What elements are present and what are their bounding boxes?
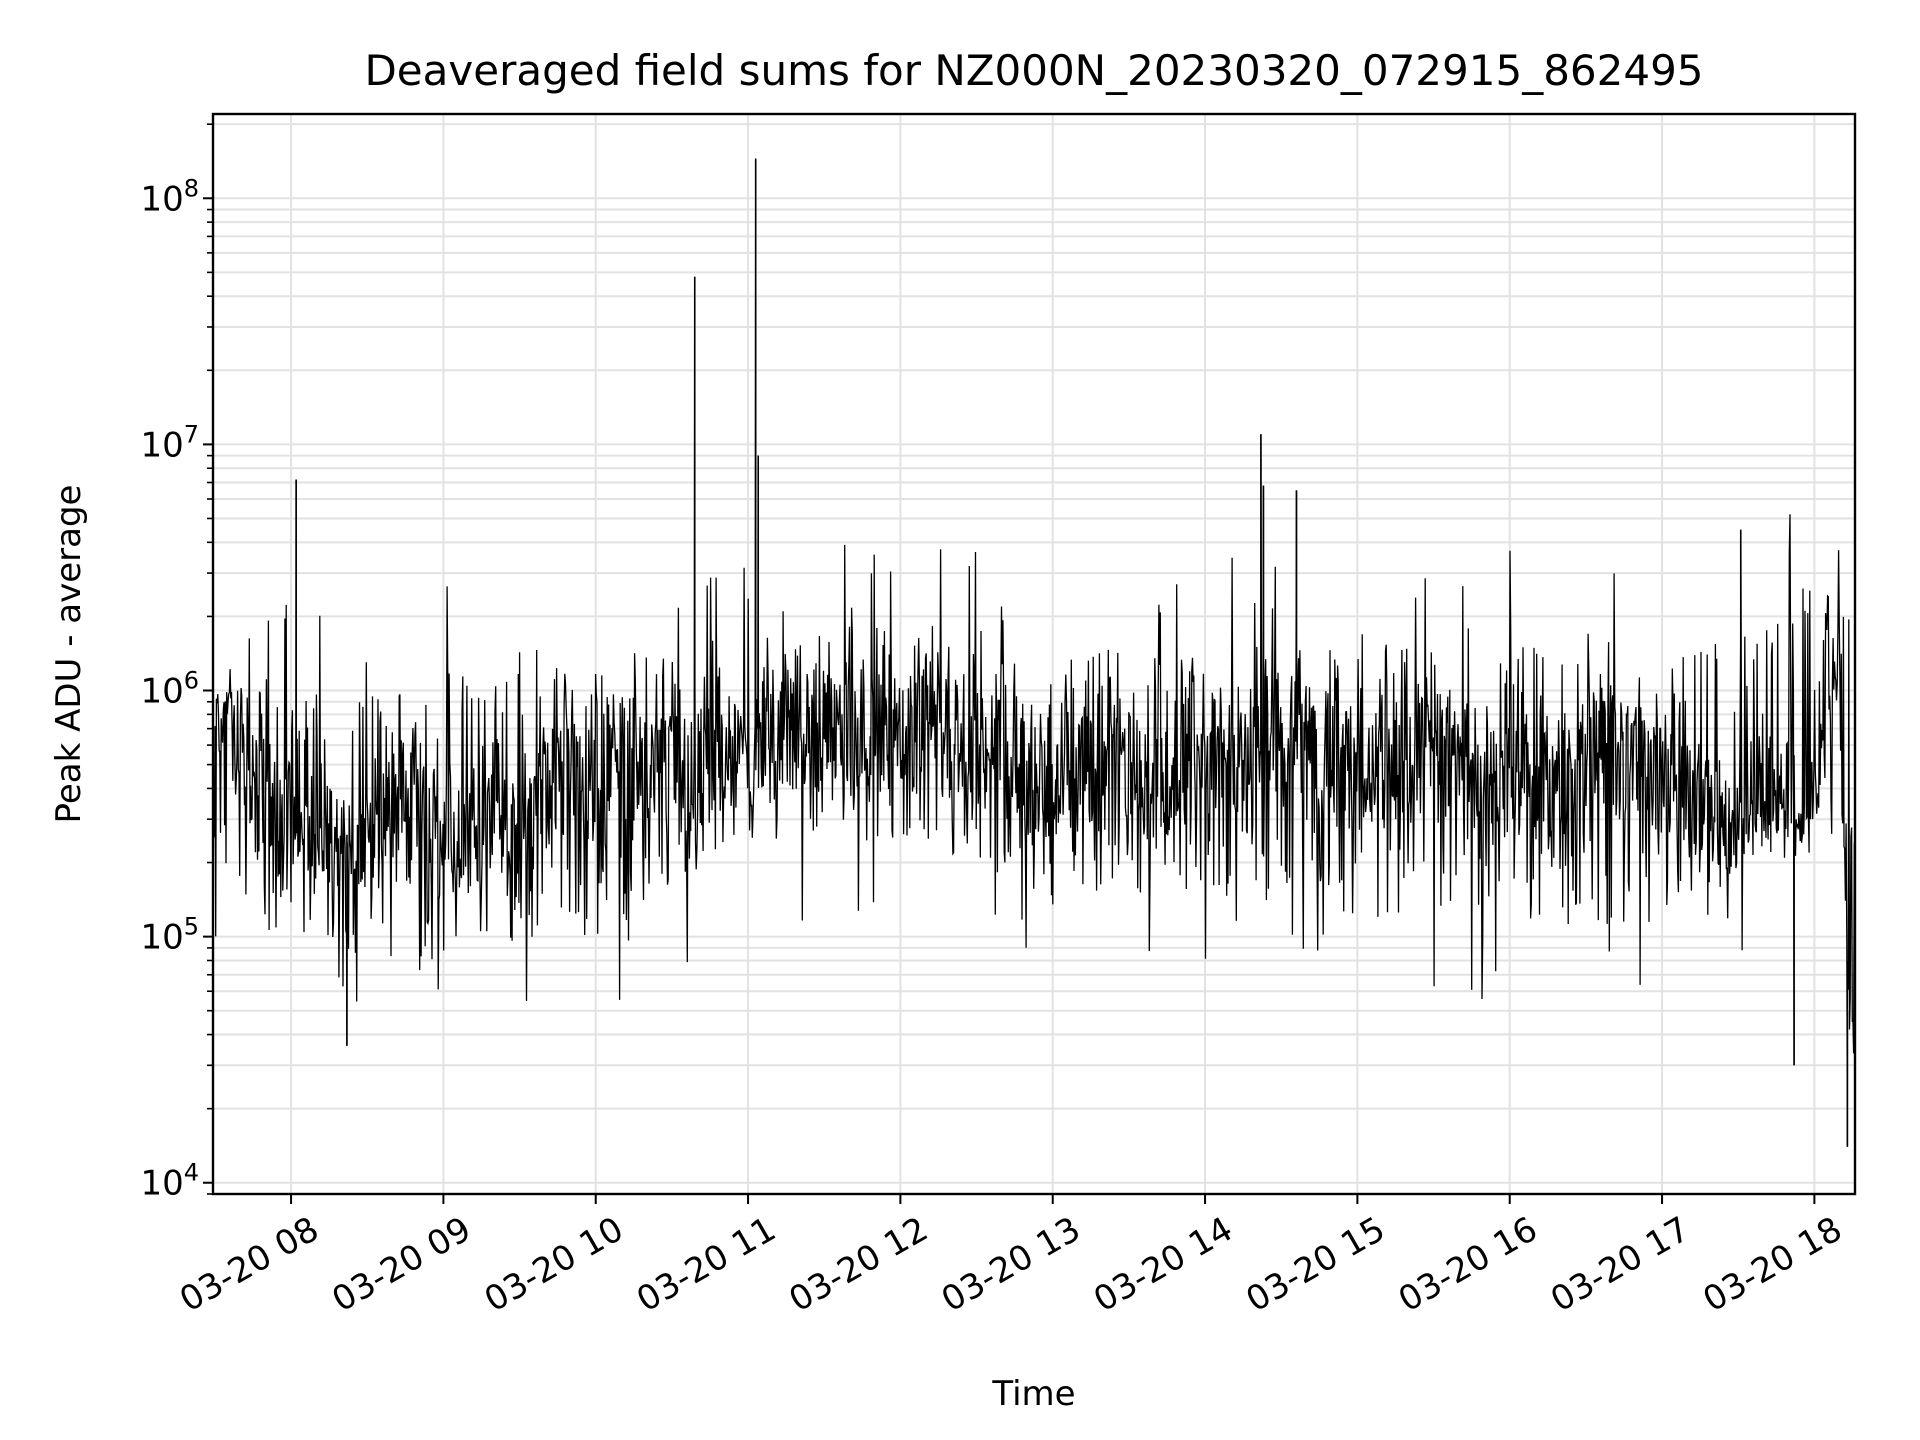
y-axis-label: Peak ADU - average xyxy=(49,485,89,824)
series-group xyxy=(212,158,1856,1147)
y-tick-label: 108 xyxy=(140,174,199,219)
plot-area-frame xyxy=(211,112,1857,1196)
y-tick-label: 105 xyxy=(140,913,199,958)
x-axis-label: Time xyxy=(991,1374,1075,1414)
y-axis: 104 105 106 107 108 xyxy=(140,123,213,1204)
series-line xyxy=(212,158,1856,1147)
y-tick-label: 106 xyxy=(140,667,199,712)
chart-title: Deaveraged field sums for NZ000N_2023032… xyxy=(364,46,1703,95)
y-tick-label: 104 xyxy=(140,1159,199,1204)
y-tick-label: 107 xyxy=(140,420,199,465)
